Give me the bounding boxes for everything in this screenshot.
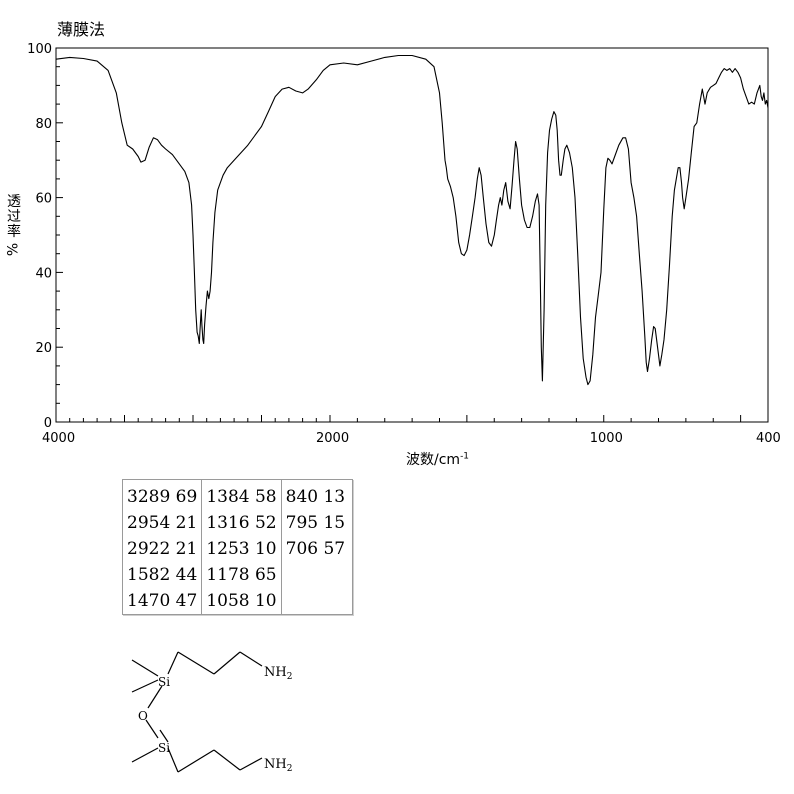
x-axis-label-text: 波数/cm xyxy=(406,452,461,468)
peak-table-row: 1470 47 1058 10 xyxy=(121,588,353,615)
peak-table-cell: 1058 10 xyxy=(201,588,282,615)
bond-chain-top-4 xyxy=(239,651,263,667)
bond-methyl-top-2 xyxy=(131,679,159,693)
si-atom-top: Si xyxy=(158,675,170,689)
o-atom: O xyxy=(138,709,148,723)
y-tick-label: 20 xyxy=(35,341,52,356)
bond-o-si-bottom xyxy=(145,719,159,739)
peak-table-row: 1582 44 1178 65 xyxy=(121,562,353,588)
peak-table: 3289 69 1384 58 840 13 2954 21 1316 52 795 15… xyxy=(121,479,353,615)
x-tick-label: 2000 xyxy=(316,431,349,446)
bond-chain-bottom-4 xyxy=(239,757,263,771)
chart-ticks xyxy=(55,47,769,423)
peak-table-row: 2954 21 1316 52 795 15 xyxy=(121,510,353,536)
peak-table-cell: 1582 44 xyxy=(121,562,203,588)
nh2-group-top: NH2 xyxy=(264,665,292,682)
plot-frame xyxy=(55,47,769,423)
peak-table-cell: 2954 21 xyxy=(121,510,203,536)
chart-axes xyxy=(55,47,769,423)
y-tick-label: 100 xyxy=(27,42,52,57)
bond-methyl-top-1 xyxy=(131,659,159,677)
y-tick-label: 80 xyxy=(35,117,52,132)
bond-si-o-top xyxy=(147,685,163,709)
bond-chain-top-3 xyxy=(213,651,241,675)
peak-table-cell: 1470 47 xyxy=(121,588,203,615)
si-atom-bottom: Si xyxy=(158,741,170,755)
y-axis-unit: % xyxy=(5,242,22,257)
chemical-structure: Si O Si NH2 NH2 xyxy=(131,651,292,774)
structure-bonds xyxy=(131,651,263,773)
y-axis-label: 透过率 % xyxy=(2,195,26,257)
y-axis-label-char: 过 xyxy=(7,209,21,225)
y-tick-label: 0 xyxy=(44,416,52,431)
peak-table-cell: 840 13 xyxy=(280,479,353,510)
y-axis-label-text: 透过率 xyxy=(2,195,26,240)
peak-table-cell: 1316 52 xyxy=(201,510,282,536)
peak-table-cell: 1384 58 xyxy=(201,479,282,510)
peak-table-cell: 2922 21 xyxy=(121,536,203,562)
spectrum-series-line xyxy=(55,54,769,386)
peak-table-cell: 1253 10 xyxy=(201,536,282,562)
peak-table-cell: 706 57 xyxy=(280,536,353,562)
bond-methyl-bottom-1 xyxy=(159,729,169,743)
bond-chain-bottom-3 xyxy=(213,749,241,771)
peak-table-cell: 1178 65 xyxy=(201,562,282,588)
y-axis-label-char: 透 xyxy=(7,194,21,210)
peak-table-cell: 795 15 xyxy=(280,510,353,536)
x-tick-label: 400 xyxy=(756,431,781,446)
bond-chain-bottom-2 xyxy=(177,749,215,773)
peak-table-row: 3289 69 1384 58 840 13 xyxy=(121,479,353,510)
y-tick-label: 60 xyxy=(35,192,52,207)
peak-table-cell xyxy=(280,588,353,615)
bond-si-chain-bottom-1 xyxy=(167,747,179,773)
y-tick-label: 40 xyxy=(35,266,52,281)
x-axis-label-superscript: -1 xyxy=(460,451,470,462)
nh2-group-bottom: NH2 xyxy=(264,757,292,774)
y-axis-label-char: 率 xyxy=(7,224,21,240)
x-tick-label: 4000 xyxy=(42,431,75,446)
x-tick-label: 1000 xyxy=(590,431,623,446)
peak-table-row: 2922 21 1253 10 706 57 xyxy=(121,536,353,562)
method-label: 薄膜法 xyxy=(57,20,106,39)
bond-methyl-bottom-2 xyxy=(131,747,159,763)
bond-si-chain-top-1 xyxy=(167,651,179,675)
peak-table-cell: 3289 69 xyxy=(121,479,203,510)
bond-chain-top-2 xyxy=(177,651,215,675)
x-axis-label: 波数/cm-1 xyxy=(406,449,469,469)
peak-table-cell xyxy=(280,562,353,588)
